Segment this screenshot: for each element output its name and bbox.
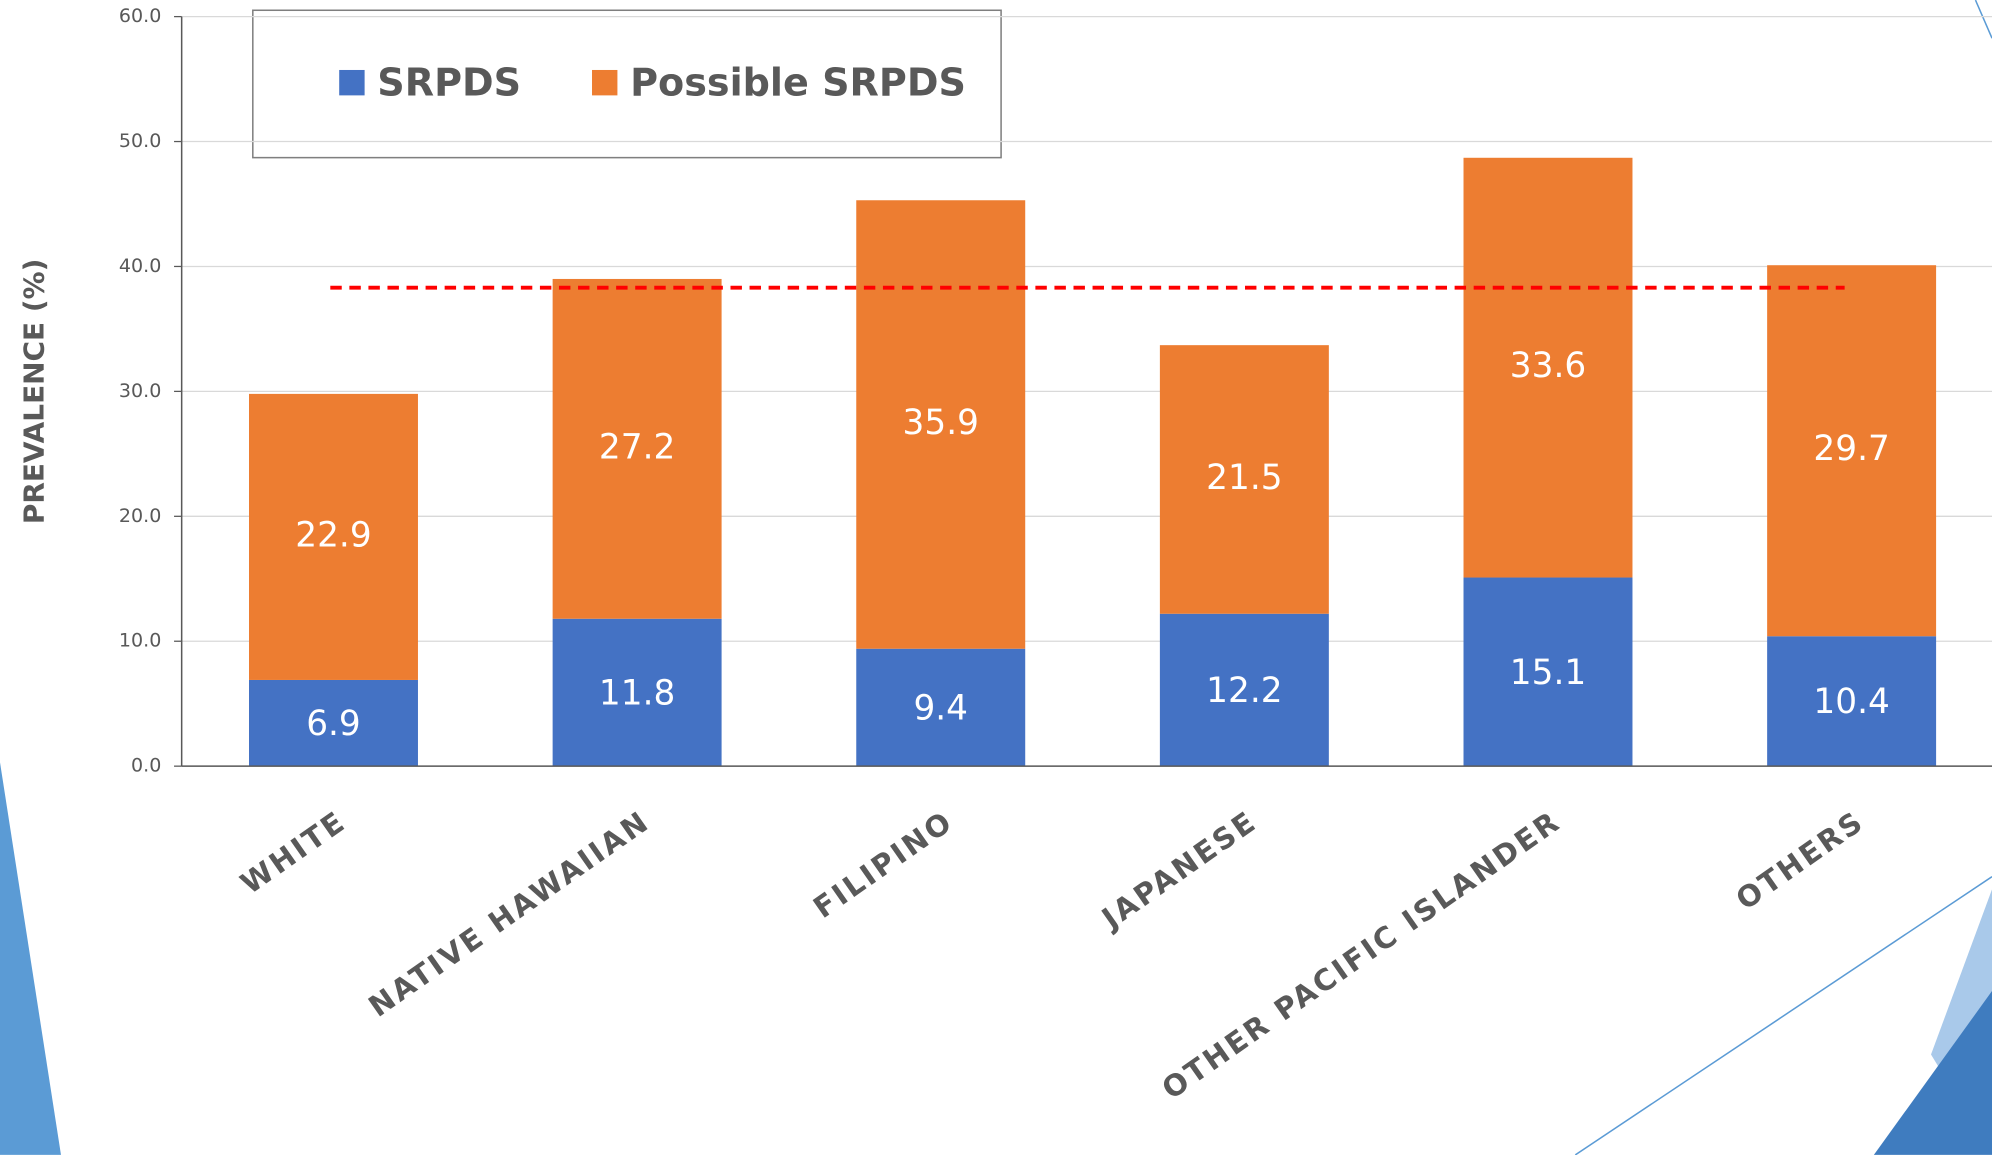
y-tick-label: 60.0 [119,5,161,27]
y-tick-label: 30.0 [119,380,161,402]
data-label: 9.4 [913,688,968,728]
decoration [0,762,61,1155]
bar-segment [552,278,722,619]
legend-box [252,9,1002,159]
data-label: 22.9 [295,515,371,555]
decoration [1574,876,1992,1155]
y-axis-label: PREVALENCE (%) [18,259,51,525]
y-tick-label: 10.0 [119,630,161,652]
x-tick-label: JAPANESE [1094,804,1263,937]
data-label: 35.9 [903,403,979,443]
bar-segment [1767,636,1937,767]
data-label: 21.5 [1206,458,1282,498]
bar-segment [552,618,722,767]
bar-segment [856,648,1026,767]
data-label: 12.2 [1206,671,1282,711]
data-label: 27.2 [599,427,675,467]
legend-label: Possible SRPDS [630,61,966,105]
x-tick-label: WHITE [234,804,352,901]
data-label: 10.4 [1813,682,1889,722]
bar-segment [1463,577,1633,767]
legend-label: SRPDS [377,61,521,105]
data-label: 11.8 [599,673,675,713]
bar-segment [249,679,418,767]
data-label: 33.6 [1510,346,1586,386]
bar-segment [1767,265,1937,637]
legend-swatch [339,69,365,96]
x-tick-label: NATIVE HAWAIIAN [362,804,655,1024]
bar-segment [1463,157,1633,578]
decoration [1974,0,1992,39]
data-label: 29.7 [1813,429,1889,469]
y-tick-label: 40.0 [119,255,161,277]
data-label: 15.1 [1510,653,1586,693]
bar-segment [249,393,418,680]
decoration [1873,991,1992,1155]
y-tick-label: 0.0 [131,755,161,777]
legend [252,9,1002,159]
bar-segment [1159,345,1329,614]
legend-swatch [592,69,618,96]
x-tick-label: OTHERS [1730,804,1871,917]
y-tick-label: 50.0 [119,130,161,152]
x-tick-label: FILIPINO [807,804,959,925]
data-label: 6.9 [306,704,361,744]
bar-segment [856,200,1026,649]
y-tick-label: 20.0 [119,505,161,527]
bar-segment [1159,613,1329,767]
